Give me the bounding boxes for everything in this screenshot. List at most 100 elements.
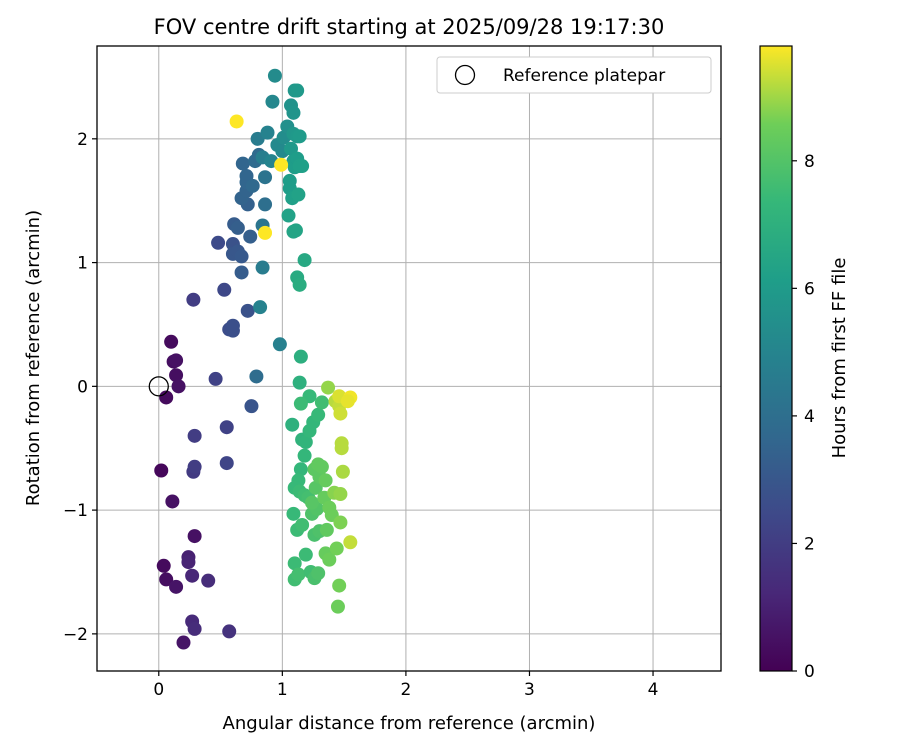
data-point bbox=[243, 229, 258, 244]
y-axis-ticks: −2 −1 0 1 2 bbox=[63, 130, 97, 645]
data-point bbox=[291, 567, 306, 582]
x-tick-label: 1 bbox=[277, 680, 288, 700]
data-point bbox=[211, 235, 226, 250]
data-point bbox=[318, 473, 333, 488]
plot-frame bbox=[96, 45, 722, 672]
data-point bbox=[322, 552, 337, 567]
data-point bbox=[288, 223, 303, 238]
data-point bbox=[230, 220, 245, 235]
data-point bbox=[295, 159, 310, 174]
data-point bbox=[186, 292, 201, 307]
data-point bbox=[298, 435, 313, 450]
data-point bbox=[245, 178, 260, 193]
data-point bbox=[274, 157, 289, 172]
x-tick-label: 0 bbox=[153, 680, 164, 700]
data-point bbox=[292, 129, 307, 144]
y-axis-label: Rotation from reference (arcmin) bbox=[23, 210, 44, 506]
data-point bbox=[286, 506, 301, 521]
data-point bbox=[319, 522, 334, 537]
colorbar-tick-label: 0 bbox=[804, 662, 815, 682]
chart-title: FOV centre drift starting at 2025/09/28 … bbox=[154, 15, 665, 39]
data-point bbox=[332, 578, 347, 593]
reference-platepar-marker bbox=[148, 376, 169, 397]
data-point bbox=[234, 265, 249, 280]
data-point bbox=[253, 300, 268, 315]
data-point bbox=[314, 395, 329, 410]
data-point bbox=[159, 390, 174, 405]
data-point bbox=[308, 480, 323, 495]
data-point bbox=[292, 277, 307, 292]
legend-reference-marker bbox=[454, 64, 476, 86]
colorbar-tick-label: 6 bbox=[804, 279, 815, 299]
data-point bbox=[208, 371, 223, 386]
data-point bbox=[255, 260, 270, 275]
data-point bbox=[298, 547, 313, 562]
data-point bbox=[305, 495, 320, 510]
colorbar-gradient bbox=[759, 45, 793, 672]
data-point bbox=[165, 494, 180, 509]
data-point bbox=[185, 568, 200, 583]
reference-marker-layer bbox=[148, 376, 169, 397]
data-point bbox=[159, 572, 174, 587]
data-point bbox=[295, 517, 310, 532]
data-point bbox=[258, 225, 273, 240]
data-point bbox=[293, 462, 308, 477]
x-tick-label: 4 bbox=[648, 680, 659, 700]
data-point bbox=[272, 337, 287, 352]
data-point bbox=[219, 456, 234, 471]
data-point bbox=[297, 448, 312, 463]
data-point bbox=[249, 369, 264, 384]
legend-entry-reference: Reference platepar bbox=[503, 66, 665, 86]
data-point bbox=[285, 417, 300, 432]
y-tick-label: 1 bbox=[77, 254, 88, 274]
x-axis-ticks: 0 1 2 3 4 bbox=[153, 671, 658, 700]
x-tick-label: 3 bbox=[524, 680, 535, 700]
data-point bbox=[219, 420, 234, 435]
data-point bbox=[287, 556, 302, 571]
data-point bbox=[297, 253, 312, 268]
data-point bbox=[169, 579, 184, 594]
data-point bbox=[156, 558, 171, 573]
data-point bbox=[171, 379, 186, 394]
data-point bbox=[181, 555, 196, 570]
data-point bbox=[201, 573, 216, 588]
data-point bbox=[187, 459, 202, 474]
x-tick-label: 2 bbox=[400, 680, 411, 700]
data-point bbox=[154, 463, 169, 478]
data-point bbox=[293, 396, 308, 411]
data-point bbox=[260, 125, 275, 140]
data-point bbox=[329, 541, 344, 556]
colorbar-tick-label: 8 bbox=[804, 152, 815, 172]
data-point bbox=[343, 535, 358, 550]
data-point bbox=[340, 394, 355, 409]
data-point bbox=[169, 353, 184, 368]
data-point bbox=[291, 187, 306, 202]
data-points bbox=[154, 68, 358, 650]
data-point bbox=[240, 303, 255, 318]
colorbar: 0 2 4 6 8 Hours from first FF file bbox=[759, 45, 850, 682]
data-point bbox=[164, 334, 179, 349]
y-tick-label: 2 bbox=[77, 130, 88, 150]
y-tick-label: −1 bbox=[63, 501, 88, 521]
data-point bbox=[265, 94, 280, 109]
data-point bbox=[267, 68, 282, 83]
data-point bbox=[290, 83, 305, 98]
data-point bbox=[293, 349, 308, 364]
data-point bbox=[176, 635, 191, 650]
data-point bbox=[333, 487, 348, 502]
data-point bbox=[187, 529, 202, 544]
data-point bbox=[281, 208, 296, 223]
data-point bbox=[225, 318, 240, 333]
y-tick-label: 0 bbox=[77, 377, 88, 397]
data-point bbox=[334, 436, 349, 451]
data-point bbox=[235, 156, 250, 171]
y-tick-label: −2 bbox=[63, 625, 88, 645]
colorbar-label: Hours from first FF file bbox=[829, 258, 850, 459]
data-point bbox=[333, 515, 348, 530]
data-point bbox=[311, 407, 326, 422]
legend-frame bbox=[436, 56, 712, 94]
colorbar-ticks: 0 2 4 6 8 bbox=[792, 152, 815, 682]
data-point bbox=[314, 459, 329, 474]
